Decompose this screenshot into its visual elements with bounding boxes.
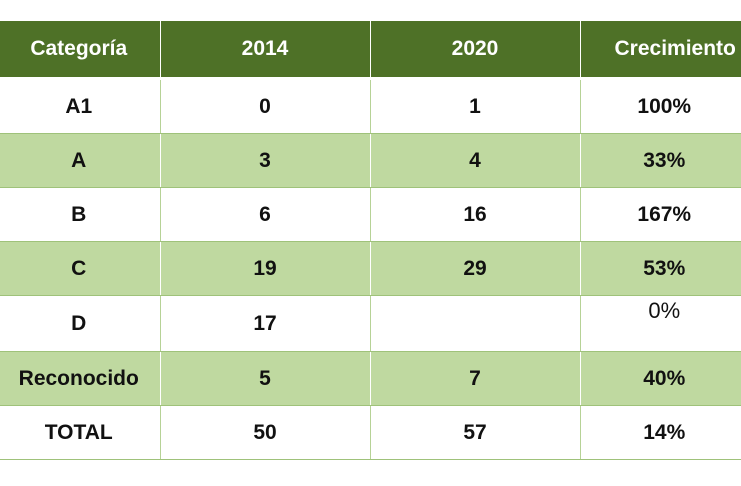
category-growth-table-container: Categoría 2014 2020 Crecimiento A1 0 1 1… [0,21,741,460]
header-2020: 2020 [370,21,581,80]
category-growth-table: Categoría 2014 2020 Crecimiento A1 0 1 1… [0,21,741,460]
table-header-row: Categoría 2014 2020 Crecimiento [0,21,741,80]
cell-2014: 5 [160,351,371,406]
cell-crecimiento: 14% [580,405,741,460]
table-row: TOTAL 50 57 14% [0,405,741,460]
cell-categoria: Reconocido [0,351,161,406]
cell-2020: 1 [370,78,581,134]
cell-categoria: B [0,187,161,242]
cell-categoria: A [0,133,161,188]
cell-2020: 57 [370,405,581,460]
table-row: D 17 0% [0,295,741,352]
cell-2014: 6 [160,187,371,242]
cell-crecimiento: 167% [580,187,741,242]
cell-2014: 0 [160,78,371,134]
cell-categoria: D [0,295,161,352]
cell-2014: 3 [160,133,371,188]
cell-2020: 29 [370,241,581,296]
cell-categoria: A1 [0,78,161,134]
cell-2020: 7 [370,351,581,406]
table-row: Reconocido 5 7 40% [0,351,741,406]
header-2014: 2014 [160,21,371,80]
cell-crecimiento: 53% [580,241,741,296]
table-row: A 3 4 33% [0,133,741,188]
cell-2020: 16 [370,187,581,242]
cell-categoria: TOTAL [0,405,161,460]
cell-categoria: C [0,241,161,296]
header-categoria: Categoría [0,21,161,80]
cell-2014: 50 [160,405,371,460]
table-row: B 6 16 167% [0,187,741,242]
cell-crecimiento: 0% [580,295,741,352]
cell-crecimiento: 33% [580,133,741,188]
cell-2020 [370,295,581,352]
cell-2014: 19 [160,241,371,296]
cell-2020: 4 [370,133,581,188]
cell-2014: 17 [160,295,371,352]
table-row: C 19 29 53% [0,241,741,296]
table-row: A1 0 1 100% [0,78,741,134]
cell-crecimiento: 40% [580,351,741,406]
header-crecimiento: Crecimiento [580,21,741,80]
cell-crecimiento: 100% [580,78,741,134]
